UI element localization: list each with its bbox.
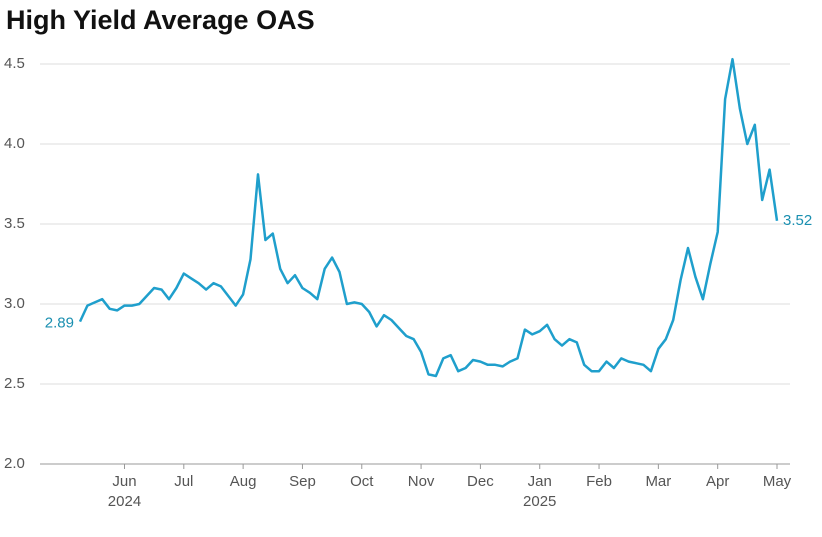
- y-tick-label: 2.5: [4, 375, 25, 392]
- y-tick-label: 3.5: [4, 215, 25, 232]
- x-tick-label: Dec: [467, 473, 494, 490]
- x-tick-label: Apr: [706, 473, 729, 490]
- x-tick-label: Feb: [586, 473, 612, 490]
- chart-title: High Yield Average OAS: [6, 5, 315, 35]
- data-label: 2.89: [45, 315, 74, 332]
- x-tick-label: Jan 2025: [523, 473, 556, 510]
- x-tick-label: Jul: [174, 473, 193, 490]
- x-tick-label: Nov: [408, 473, 435, 490]
- x-tick-label: May: [763, 473, 792, 490]
- x-tick-label: Aug: [230, 473, 257, 490]
- line: [78, 57, 779, 378]
- y-tick-label: 3.0: [4, 295, 25, 312]
- y-tick-label: 4.5: [4, 55, 25, 72]
- x-tick-label: Oct: [350, 473, 374, 490]
- y-tick-label: 2.0: [4, 455, 25, 472]
- y-tick-label: 4.0: [4, 135, 25, 152]
- x-tick-label: Jun 2024: [108, 473, 141, 510]
- x-tick-label: Mar: [645, 473, 671, 490]
- data-label: 3.52: [783, 212, 812, 229]
- x-tick-label: Sep: [289, 473, 316, 490]
